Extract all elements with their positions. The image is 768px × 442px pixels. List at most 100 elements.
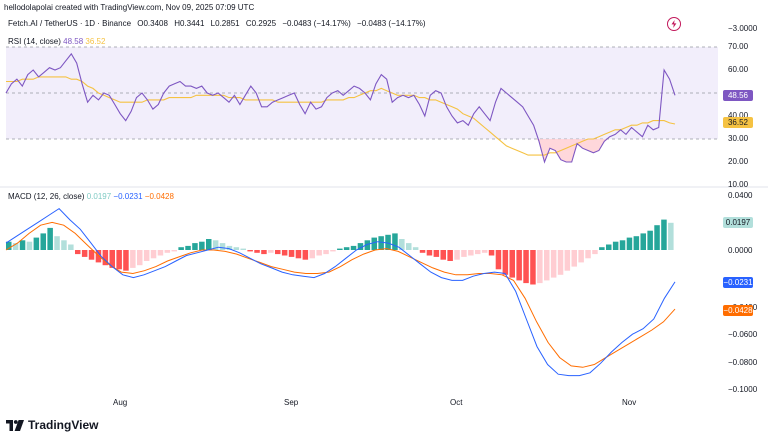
macd-hist-bar: [254, 250, 260, 253]
macd-hist-bar: [240, 248, 246, 250]
macd-hist-bar: [54, 236, 60, 250]
rsi-ma-badge: 36.52: [723, 117, 753, 128]
rsi-tick-30: 30.00: [728, 134, 749, 143]
macd-hist-bar: [357, 243, 364, 250]
macd-hist-bar: [40, 233, 46, 250]
macd-hist-bar: [206, 239, 212, 250]
macd-hist-bar: [406, 243, 412, 250]
macd-hist-value: 0.0197: [86, 192, 112, 201]
macd-hist-bar: [178, 247, 184, 250]
macd-hist-bar: [606, 244, 612, 250]
macd-hist-bar: [61, 240, 67, 250]
macd-hist-bar: [6, 241, 12, 250]
rsi-tick-10: 10.00: [728, 180, 749, 189]
macd-hist-bar: [475, 250, 481, 255]
ohlc-close: C0.2925: [245, 19, 277, 28]
macd-hist-bar: [661, 219, 667, 250]
macd-hist-bar: [261, 250, 267, 255]
macd-hist-bar: [454, 250, 460, 260]
rsi-tick-40: 40.00: [728, 111, 749, 120]
macd-hist-bar: [33, 237, 40, 250]
macd-hist-bar: [337, 248, 343, 250]
rsi-oversold-fill: [536, 139, 608, 162]
macd-hist-bar: [102, 250, 109, 266]
macd-hist-bar: [26, 241, 33, 250]
tradingview-logo-icon: [6, 419, 24, 431]
macd-signal-line: [5, 221, 676, 368]
rsi-ma-value: 36.52: [85, 37, 106, 46]
time-tick-aug: Aug: [113, 398, 128, 407]
rsi-ma-line: [6, 76, 676, 156]
macd-hist-bar: [530, 250, 536, 285]
macd-hist-bar: [226, 245, 233, 250]
ohlc-open: O0.3408: [137, 19, 168, 28]
macd-hist-bar: [461, 250, 467, 257]
brand-name: TradingView: [28, 418, 99, 432]
macd-hist-bar: [123, 250, 129, 271]
macd-hist-bar: [585, 250, 591, 259]
macd-hist-bar: [502, 250, 509, 275]
macd-hist-bar: [619, 240, 626, 250]
macd-title: MACD (12, 26, close): [8, 192, 85, 201]
macd-signal-value: −0.0428: [144, 192, 174, 201]
macd-hist-bar: [495, 250, 502, 270]
macd-hist-bar: [578, 250, 584, 263]
macd-line-badge: −0.0231: [723, 277, 753, 288]
macd-hist-bar: [137, 250, 143, 266]
macd-tick-0.04: 0.0400: [728, 191, 753, 200]
macd-hist-bar: [447, 250, 453, 261]
macd-hist-bar: [275, 250, 281, 255]
macd-hist-bar: [12, 243, 19, 250]
macd-hist-bar: [592, 250, 598, 255]
macd-hist-bar: [199, 241, 205, 250]
macd-hist-bar: [468, 250, 474, 256]
macd-hist-bar: [130, 250, 136, 268]
macd-hist-bar: [88, 250, 95, 260]
macd-hist-badge: 0.0197: [723, 217, 753, 228]
macd-hist-bar: [433, 250, 440, 257]
price-change-secondary: −0.0483 (−14.17%): [357, 19, 426, 28]
rsi-tick-70: 70.00: [728, 42, 749, 51]
macd-tick-0: 0.0000: [728, 246, 753, 255]
macd-tick-neg010: −0.1000: [728, 385, 758, 394]
chart-credit: hellodolapolai created with TradingView.…: [4, 3, 255, 12]
macd-hist-bar: [523, 250, 529, 284]
symbol-pair[interactable]: Fetch.AI / TetherUS · 1D · Binance: [8, 19, 132, 28]
alert-bolt-icon[interactable]: [667, 17, 681, 31]
macd-tick-neg006: −0.0600: [728, 330, 758, 339]
macd-hist-bar: [219, 243, 226, 250]
ohlc-high: H0.3441: [174, 19, 205, 28]
rsi-legend[interactable]: RSI (14, close) 48.58 36.52: [8, 37, 105, 46]
macd-hist-bar: [481, 250, 488, 253]
macd-hist-bar: [633, 236, 640, 250]
rsi-line: [5, 52, 676, 164]
macd-hist-bar: [516, 250, 522, 281]
macd-hist-bar: [550, 250, 557, 278]
time-tick-oct: Oct: [450, 398, 463, 407]
macd-hist-bar: [330, 250, 336, 252]
macd-hist-bar: [268, 250, 274, 253]
macd-hist-bar: [557, 250, 564, 275]
macd-hist-bar: [599, 247, 605, 250]
rsi-badge: 48.56: [723, 90, 753, 101]
macd-hist-bar: [371, 237, 377, 250]
macd-hist-bar: [323, 250, 329, 255]
rsi-tick-60: 60.00: [728, 65, 749, 74]
macd-hist-bar: [192, 243, 198, 250]
macd-hist-bar: [426, 250, 433, 256]
macd-hist-bar: [212, 240, 219, 250]
macd-hist-bar: [295, 250, 302, 259]
macd-hist-bar: [488, 250, 495, 256]
macd-hist-bar: [19, 240, 26, 250]
macd-legend[interactable]: MACD (12, 26, close) 0.0197 −0.0231 −0.0…: [8, 192, 174, 201]
macd-hist-bar: [571, 250, 577, 267]
rsi-tick-20: 20.00: [728, 157, 749, 166]
macd-line-value: −0.0231: [113, 192, 143, 201]
time-tick-sep: Sep: [284, 398, 299, 407]
macd-hist-bar: [316, 250, 322, 256]
macd-hist-bar: [143, 250, 150, 261]
tradingview-logo[interactable]: TradingView: [6, 417, 98, 433]
macd-hist-bar: [668, 222, 674, 250]
macd-hist-bar: [412, 247, 419, 250]
